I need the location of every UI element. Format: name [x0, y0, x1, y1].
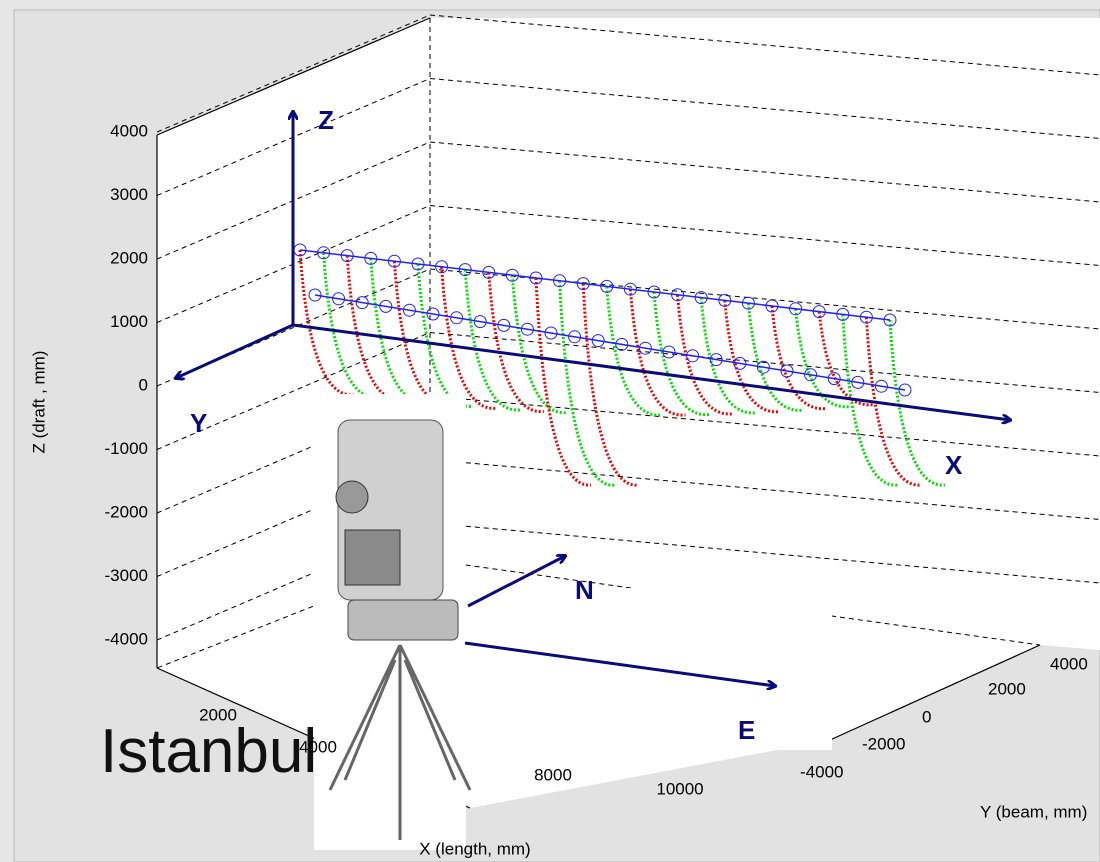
frame-label: Z: [318, 105, 334, 135]
screenshot: Z Y X N E Istanbul 40003000200010000-100…: [0, 0, 1100, 862]
z-tick-label: 0: [139, 375, 148, 394]
z-axis-label: Z (draft , mm): [29, 351, 48, 454]
z-tick-label: -3000: [105, 566, 148, 585]
z-tick-label: 1000: [110, 312, 148, 331]
direction-label: E: [738, 715, 755, 745]
x-tick-label: 10000: [656, 779, 703, 798]
y-tick-label: 2000: [988, 679, 1026, 698]
y-tick-label: 0: [922, 707, 931, 726]
y-axis-label: Y (beam, mm): [980, 802, 1087, 821]
x-axis-label: X (length, mm): [419, 839, 530, 858]
caption: Istanbul: [100, 717, 317, 786]
direction-label: N: [575, 575, 594, 605]
x-tick-label: 2000: [199, 705, 237, 724]
z-tick-label: -1000: [105, 439, 148, 458]
x-tick-label: 4000: [299, 737, 337, 756]
z-tick-label: 3000: [110, 185, 148, 204]
z-tick-label: 2000: [110, 248, 148, 267]
instrument-lens: [336, 481, 368, 513]
instrument-screen: [345, 530, 400, 585]
z-tick-label: 4000: [110, 121, 148, 140]
z-tick-label: -4000: [105, 629, 148, 648]
y-tick-label: -2000: [862, 734, 905, 753]
y-tick-label: 4000: [1050, 654, 1088, 673]
x-tick-label: 8000: [534, 765, 572, 784]
frame-label: X: [945, 450, 963, 480]
frame-label: Y: [190, 408, 207, 438]
tribrach: [348, 600, 458, 640]
z-tick-label: -2000: [105, 502, 148, 521]
y-tick-label: -4000: [800, 762, 843, 781]
